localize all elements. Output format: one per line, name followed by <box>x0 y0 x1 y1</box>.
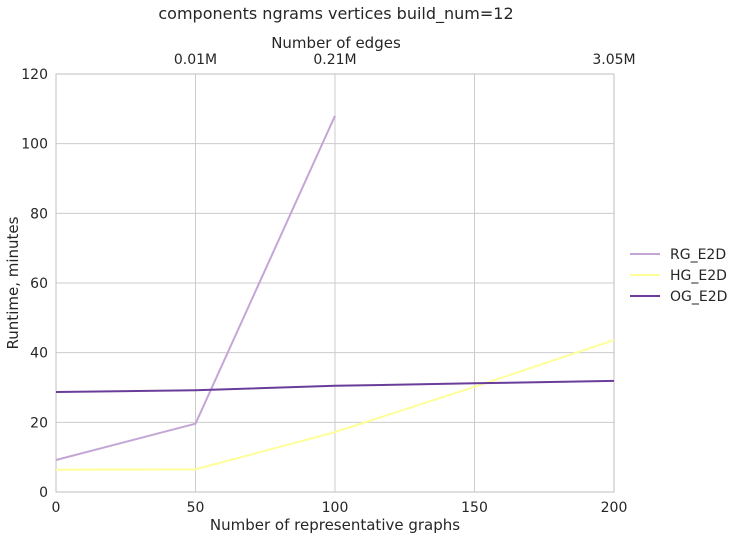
y-tick-label: 120 <box>21 67 48 83</box>
top-tick-label: 0.21M <box>313 52 356 68</box>
legend-label: OG_E2D <box>670 289 727 305</box>
y-tick-label: 60 <box>30 276 48 292</box>
x-axis-label: Number of representative graphs <box>210 516 460 534</box>
y-tick-label: 80 <box>30 206 48 222</box>
y-tick-label: 100 <box>21 137 48 153</box>
x-tick-label: 200 <box>601 500 628 516</box>
top-tick-label: 0.01M <box>174 52 217 68</box>
plot-frame <box>55 73 615 493</box>
top-tick-label: 3.05M <box>592 52 635 68</box>
x-tick-label: 150 <box>461 500 488 516</box>
series-lines <box>55 115 615 471</box>
x-tick-label: 50 <box>187 500 205 516</box>
chart-title: components ngrams vertices build_num=12 <box>158 4 513 24</box>
series-line-rg-e2d <box>55 115 336 461</box>
legend-label: HG_E2D <box>670 268 727 284</box>
x-tick-label: 100 <box>322 500 349 516</box>
y-tick-label: 20 <box>30 415 48 431</box>
axis-ticks: 0 50 100 150 200 0 20 40 60 80 100 120 0.01M 0.21M 3.0… <box>21 52 635 516</box>
y-axis-label: Runtime, minutes <box>4 216 22 349</box>
x-tick-label: 0 <box>52 500 61 516</box>
series-line-og-e2d <box>55 379 615 393</box>
top-axis-label: Number of edges <box>271 34 401 52</box>
grid <box>55 73 615 493</box>
y-tick-label: 40 <box>30 346 48 362</box>
series-line-hg-e2d <box>55 339 615 471</box>
legend-label: RG_E2D <box>670 247 726 263</box>
legend: RG_E2D HG_E2D OG_E2D <box>630 247 727 305</box>
y-tick-label: 0 <box>39 485 48 501</box>
